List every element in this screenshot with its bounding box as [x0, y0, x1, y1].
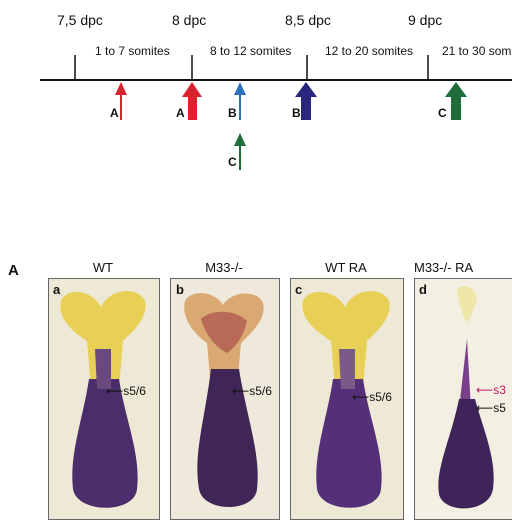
landmark-arrow-icon: ⟵ [232, 384, 250, 398]
stage-8-5-dpc: 8,5 dpc [285, 12, 331, 28]
embryo-m33-image [184, 293, 264, 507]
panel-title-m33: M33-/- [205, 260, 243, 275]
panel-c [290, 278, 404, 520]
panel-title-wt: WT [92, 260, 114, 275]
landmark-arrow-icon: ⟵ [476, 401, 494, 415]
arrow-label-c-2: C [438, 106, 447, 120]
timeline-graphic [40, 55, 512, 170]
landmark-label: s5 [493, 401, 506, 415]
panel-b [170, 278, 280, 520]
stage-7-5-dpc: 7,5 dpc [57, 12, 103, 28]
somite-range-2: 8 to 12 somites [210, 44, 292, 58]
arrow-label-b-1: B [228, 106, 237, 120]
arrow-label-b-2: B [292, 106, 301, 120]
landmark-label: s5/6 [249, 384, 272, 398]
figure-label: A [8, 262, 19, 279]
landmark-arrow-icon: ⟵ [106, 384, 124, 398]
arrow-c-thick [445, 82, 467, 120]
embryo-wt-image [60, 290, 146, 508]
landmark-label: s5/6 [123, 384, 146, 398]
landmark-d-s5: ⟵s5 [476, 401, 506, 415]
landmark-arrow-icon: ⟵ [476, 383, 494, 397]
stage-9-dpc: 9 dpc [408, 12, 443, 28]
embryo-m33-ra-image [438, 286, 494, 509]
panel-letter-d: d [419, 282, 427, 297]
somite-range-4: 21 to 30 somites [442, 44, 512, 58]
arrow-a-thick [182, 82, 202, 120]
arrow-b-thin [234, 82, 246, 120]
panel-letter-a: a [53, 282, 61, 297]
landmark-a-s5-6: ⟵s5/6 [106, 384, 146, 398]
landmark-b-s5-6: ⟵s5/6 [232, 384, 272, 398]
panel-title-wt-ra: WT RA [325, 260, 367, 275]
panel-a [48, 278, 160, 520]
panel-d [414, 278, 512, 520]
embryo-wt-ra-image [302, 290, 390, 508]
arrow-label-a-2: A [176, 106, 185, 120]
landmark-label: s3 [493, 383, 506, 397]
panel-title-m33-ra: M33-/- RA [414, 260, 474, 275]
arrow-label-a-1: A [110, 106, 119, 120]
arrow-c-thin [234, 133, 246, 170]
somite-range-1: 1 to 7 somites [95, 44, 170, 58]
arrow-b-thick [295, 82, 317, 120]
landmark-c-s5-6: ⟵s5/6 [352, 390, 392, 404]
arrow-label-c-1: C [228, 155, 237, 169]
panel-letter-b: b [176, 282, 184, 297]
landmark-arrow-icon: ⟵ [352, 390, 370, 404]
landmark-label: s5/6 [369, 390, 392, 404]
somite-range-3: 12 to 20 somites [325, 44, 414, 58]
arrow-a-thin [115, 82, 127, 120]
landmark-d-s3: ⟵s3 [476, 383, 506, 397]
stage-8-dpc: 8 dpc [172, 12, 207, 28]
panel-letter-c: c [295, 282, 303, 297]
